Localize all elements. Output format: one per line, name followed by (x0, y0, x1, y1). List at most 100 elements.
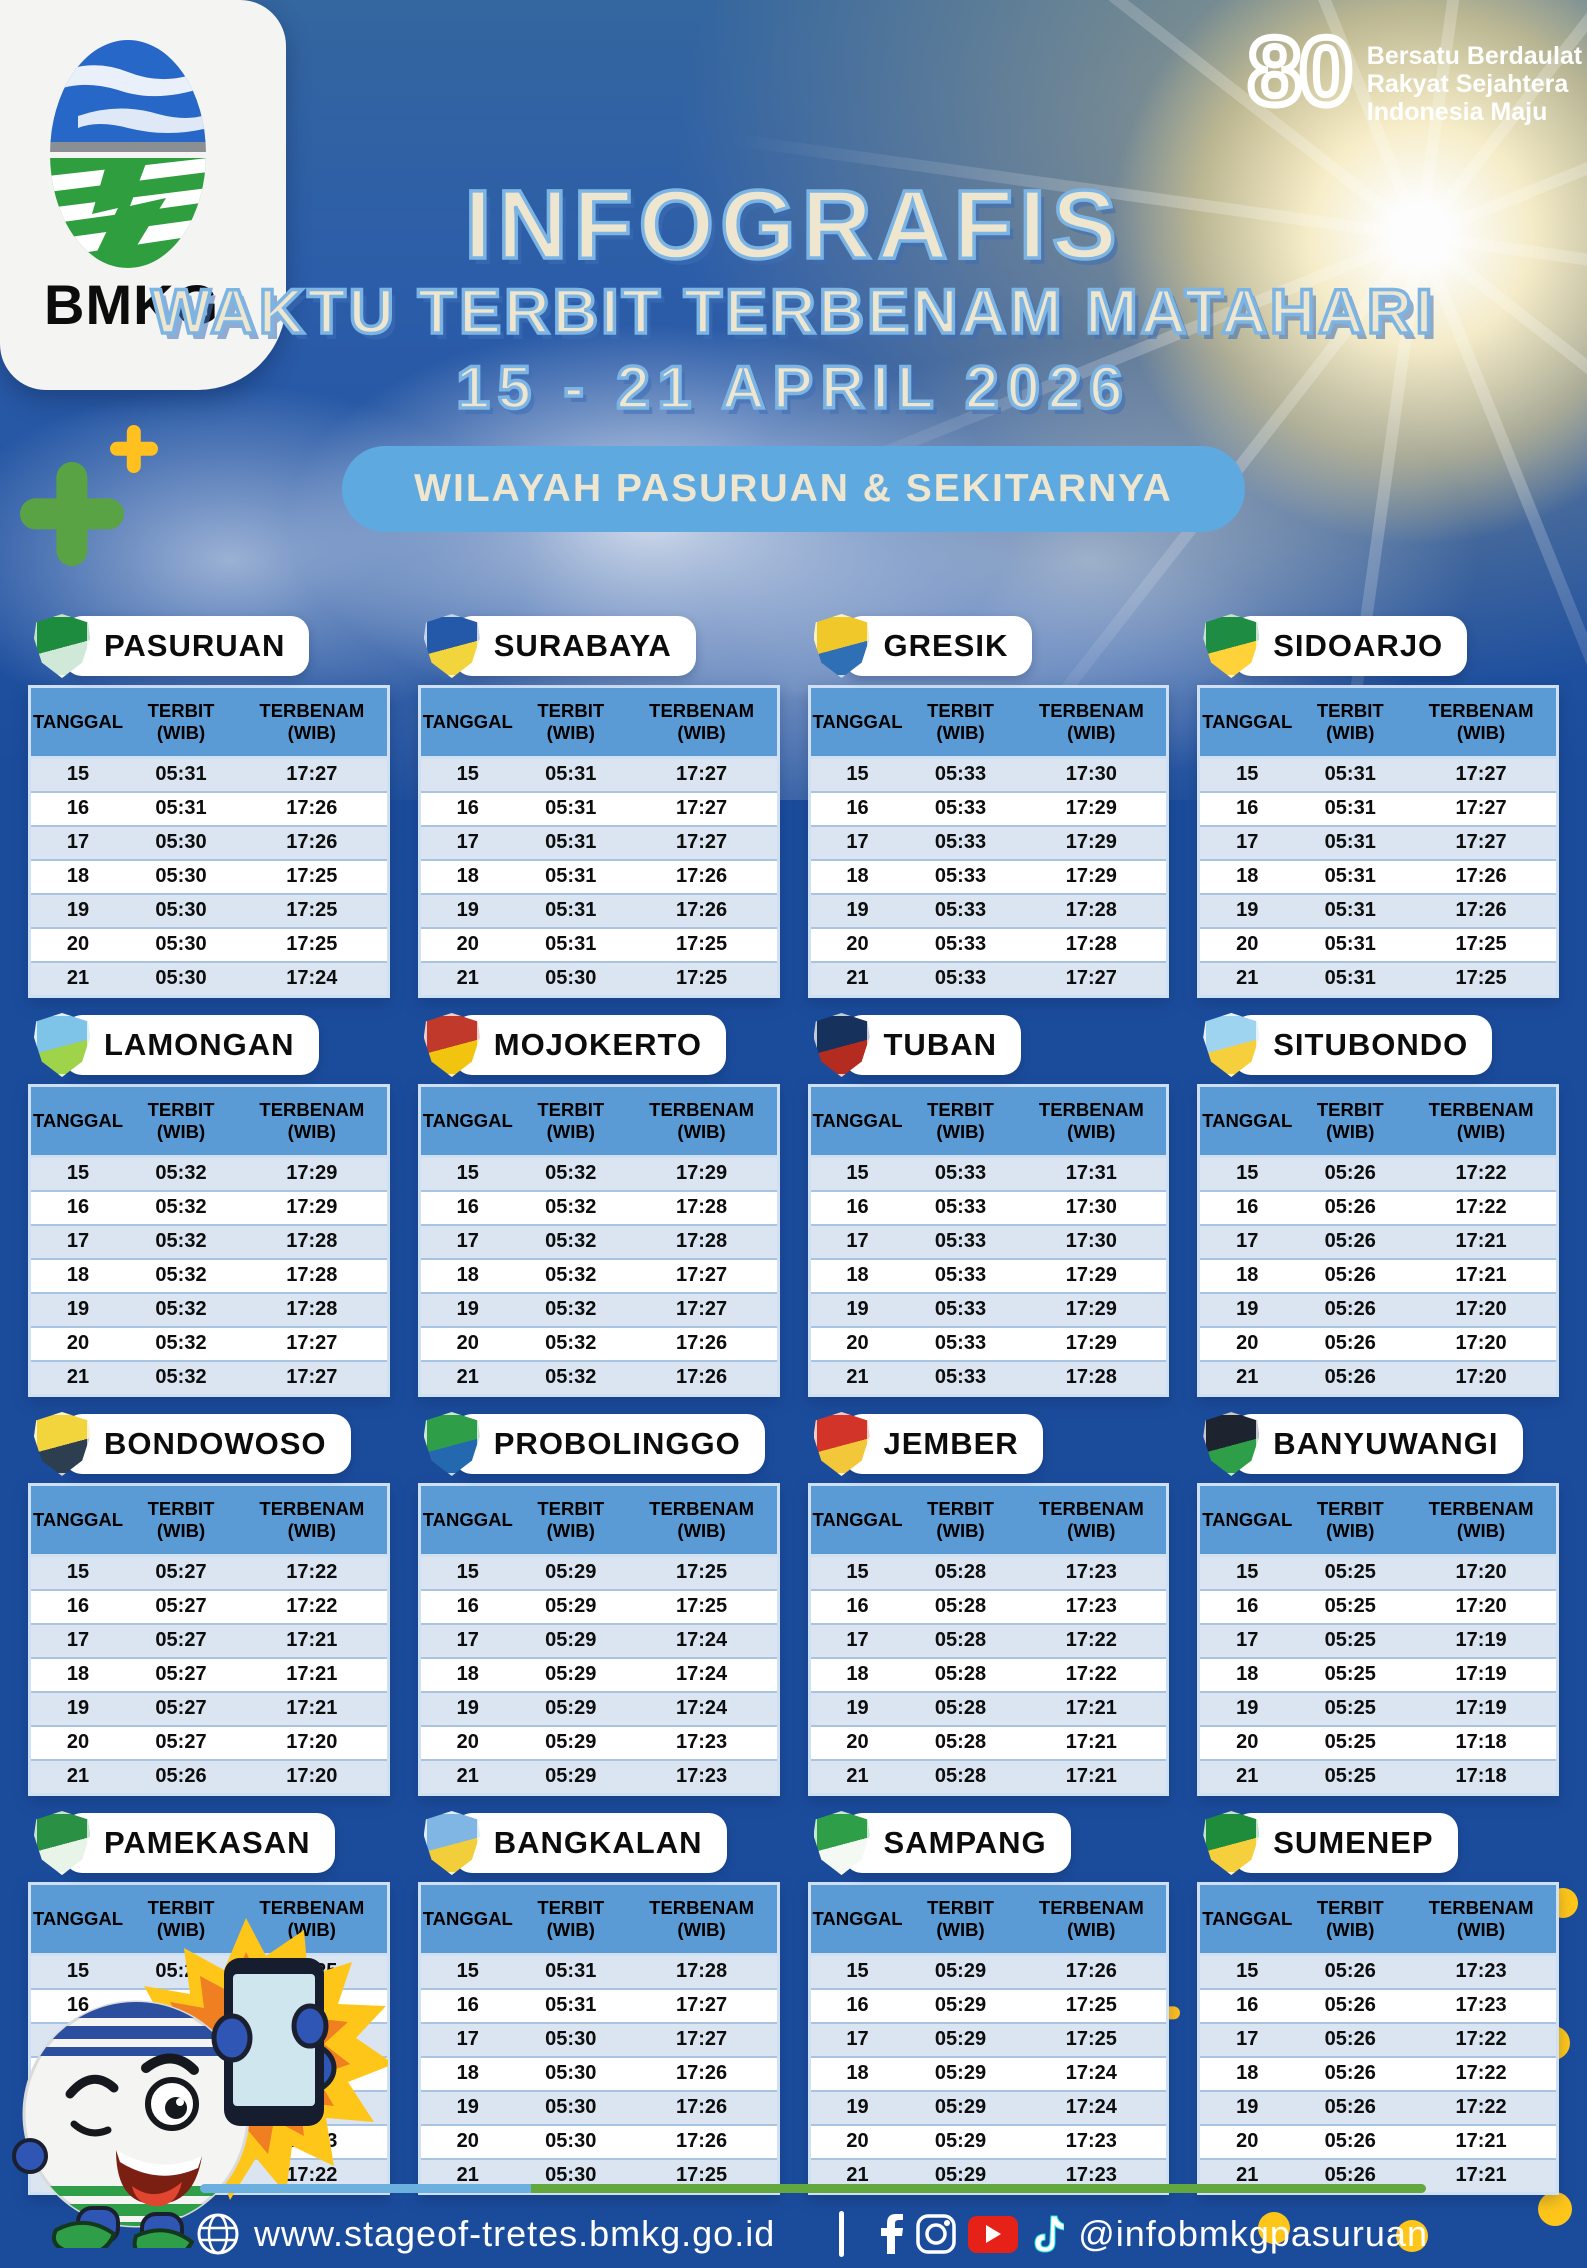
table-cell: 17:23 (1406, 1989, 1558, 2024)
city-block-jember: JEMBER TANGGAL TERBIT (WIB) TERBENAM (WIB) 1… (807, 1410, 1170, 1796)
table-row: 18 05:30 17:26 (419, 2057, 778, 2092)
table-cell: 17 (1198, 826, 1295, 861)
table-row: 19 05:26 17:22 (1198, 2091, 1558, 2126)
table-row: 21 05:26 17:21 (1198, 2159, 1558, 2195)
table-row: 17 05:32 17:28 (419, 1225, 778, 1260)
table-cell: 05:28 (904, 1726, 1017, 1761)
city-header: BANGKALAN (418, 1809, 780, 1877)
table-row: 16 05:32 17:29 (29, 1191, 389, 1226)
table-row: 19 05:32 17:27 (419, 1293, 778, 1328)
table-row: 17 05:29 17:25 (809, 2023, 1168, 2058)
table-cell: 05:30 (514, 2023, 627, 2058)
column-header: TANGGAL (809, 686, 905, 759)
table-cell: 16 (29, 1590, 126, 1625)
table-cell: 16 (809, 792, 905, 827)
table-cell: 15 (419, 1156, 515, 1192)
table-cell: 05:33 (904, 894, 1017, 929)
table-cell: 20 (29, 928, 126, 963)
table-row: 20 05:32 17:27 (29, 1327, 389, 1362)
table-cell: 17:25 (626, 928, 778, 963)
table-cell: 18 (1198, 860, 1295, 895)
table-row: 20 05:31 17:25 (1198, 928, 1558, 963)
table-row: 15 05:25 17:20 (1198, 1555, 1558, 1591)
table-cell: 17:31 (1016, 1156, 1168, 1192)
table-row: 16 05:33 17:29 (809, 792, 1168, 827)
table-header-row: TANGGAL TERBIT (WIB) TERBENAM (WIB) (809, 686, 1168, 759)
table-row: 20 05:32 17:26 (419, 1327, 778, 1362)
table-cell: 17:25 (1016, 1989, 1168, 2024)
table-cell: 17:27 (626, 1259, 778, 1294)
table-cell: 17:25 (1406, 962, 1558, 998)
table-cell: 05:28 (904, 1658, 1017, 1693)
table-cell: 17 (809, 1225, 905, 1260)
table-cell: 05:25 (1294, 1624, 1407, 1659)
table-cell: 19 (419, 1293, 515, 1328)
city-block-situbondo: SITUBONDO TANGGAL TERBIT (WIB) TERBENAM (WI… (1197, 1011, 1559, 1397)
table-header-row: TANGGAL TERBIT (WIB) TERBENAM (WIB) (29, 1883, 389, 1956)
column-header: TERBENAM (WIB) (1406, 1883, 1558, 1956)
table-cell: 05:26 (1294, 1989, 1407, 2024)
column-header: TERBIT (WIB) (904, 1484, 1017, 1557)
table-cell: 05:26 (1294, 1225, 1407, 1260)
table-cell: 05:31 (1294, 962, 1407, 998)
table-cell: 17:24 (626, 1692, 778, 1727)
table-cell: 16 (419, 792, 515, 827)
table-cell: 17:22 (236, 1555, 389, 1591)
table-row: 17 05:30 17:26 (29, 826, 389, 861)
table-cell: 05:32 (125, 1225, 237, 1260)
column-header: TERBENAM (WIB) (236, 1883, 389, 1956)
table-row: 21 05:32 17:26 (419, 1361, 778, 1397)
column-header: TERBIT (WIB) (514, 1484, 627, 1557)
table-header-row: TANGGAL TERBIT (WIB) TERBENAM (WIB) (29, 1085, 389, 1158)
table-cell: 17:26 (626, 860, 778, 895)
city-block-sidoarjo: SIDOARJO TANGGAL TERBIT (WIB) TERBENAM (WIB… (1197, 612, 1559, 998)
table-cell: 05:33 (904, 1259, 1017, 1294)
region-pill: WILAYAH PASURUAN & SEKITARNYA (342, 445, 1245, 532)
table-row: 15 05:28 17:23 (809, 1555, 1168, 1591)
table-row: 18 05:31 17:26 (419, 860, 778, 895)
table-cell: 17:22 (236, 1590, 389, 1625)
city-name: SURABAYA (453, 616, 696, 676)
column-header: TANGGAL (419, 686, 515, 759)
table-cell: 05:31 (125, 757, 237, 793)
table-row: 20 05:33 17:28 (809, 928, 1168, 963)
tagline-line: Bersatu Berdaulat (1366, 42, 1583, 70)
table-cell: 05:30 (125, 860, 237, 895)
table-cell: 05:32 (514, 1361, 627, 1397)
table-cell: 05:26 (1294, 1327, 1407, 1362)
table-cell: 17:22 (1406, 1191, 1558, 1226)
table-row: 18 05:29 17:24 (419, 1658, 778, 1693)
city-name: JEMBER (843, 1414, 1043, 1474)
table-cell: 17 (1198, 1225, 1295, 1260)
table-cell: 20 (809, 2125, 905, 2160)
table-cell: 20 (29, 1327, 126, 1362)
city-header: SIDOARJO (1197, 612, 1559, 680)
city-header: BONDOWOSO (28, 1410, 390, 1478)
table-row: 20 05:29 17:23 (809, 2125, 1168, 2160)
column-header: TERBIT (WIB) (125, 1484, 237, 1557)
table-cell: 17:26 (626, 2091, 778, 2126)
column-header: TANGGAL (29, 1484, 126, 1557)
table-cell: 17:29 (236, 1156, 389, 1192)
sun-times-table-pasuruan: TANGGAL TERBIT (WIB) TERBENAM (WIB) 15 05:31… (28, 685, 390, 998)
city-block-sampang: SAMPANG TANGGAL TERBIT (WIB) TERBENAM (WIB)… (807, 1809, 1170, 2195)
table-row: 21 05:33 17:27 (809, 962, 1168, 998)
table-cell: 05:26 (1294, 1361, 1407, 1397)
column-header: TERBENAM (WIB) (626, 1484, 778, 1557)
yellow-dot (1258, 2212, 1290, 2244)
table-header-row: TANGGAL TERBIT (WIB) TERBENAM (WIB) (29, 686, 389, 759)
table-cell: 17:20 (1406, 1555, 1558, 1591)
table-cell: 17:23 (626, 1760, 778, 1796)
table-cell: 19 (1198, 2091, 1295, 2126)
page-title: INFOGRAFIS (463, 170, 1123, 279)
date-range: 15 - 21 APRIL 2026 (455, 352, 1131, 423)
table-cell: 17:30 (1016, 757, 1168, 793)
column-header: TANGGAL (1198, 1484, 1295, 1557)
city-header: SUMENEP (1197, 1809, 1559, 1877)
city-name: LAMONGAN (64, 1015, 319, 1075)
table-row: 19 05:30 17:26 (419, 2091, 778, 2126)
table-cell: 05:28 (904, 1590, 1017, 1625)
table-cell: 17:29 (626, 1156, 778, 1192)
table-row: 18 05:29 17:24 (809, 2057, 1168, 2092)
sun-times-table-probolinggo: TANGGAL TERBIT (WIB) TERBENAM (WIB) 15 05:29… (417, 1483, 780, 1796)
